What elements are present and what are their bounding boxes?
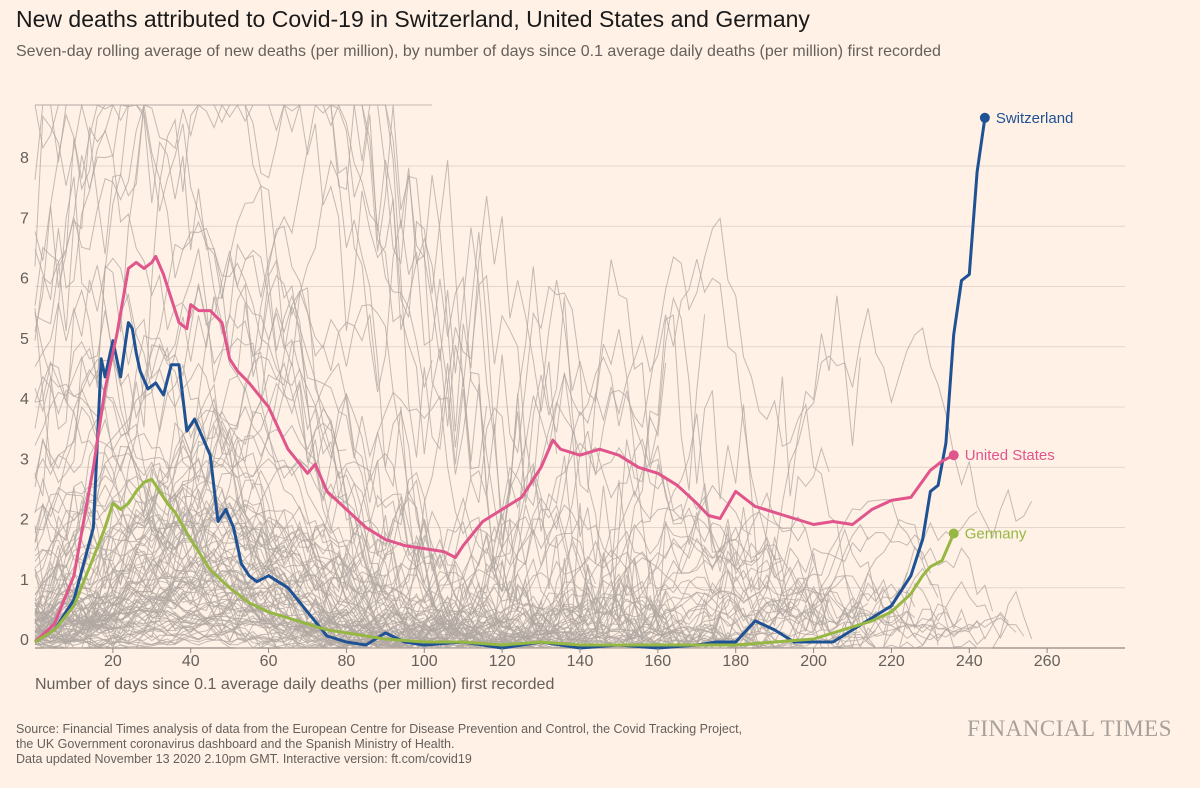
series-label: Germany bbox=[965, 526, 1027, 543]
country-line bbox=[34, 405, 916, 650]
country-line bbox=[34, 592, 682, 649]
series-line-switzerland bbox=[34, 117, 987, 650]
x-tick-label: 160 bbox=[645, 653, 672, 670]
y-tick-label: 5 bbox=[20, 331, 29, 348]
country-line bbox=[34, 154, 425, 548]
series-end-dot bbox=[948, 528, 959, 539]
series-label: Switzerland bbox=[996, 110, 1074, 127]
x-tick-label: 140 bbox=[567, 653, 594, 670]
axis-ticks: 0 1 2 3 4 5 6 7 8 20 40 60 80 100 120 140 160 180 200 220 24… bbox=[20, 150, 1061, 670]
series-end-dot bbox=[948, 450, 959, 461]
country-line bbox=[34, 483, 464, 625]
country-line bbox=[34, 556, 783, 649]
x-tick-label: 20 bbox=[104, 653, 122, 670]
x-tick-label: 100 bbox=[411, 653, 438, 670]
y-tick-label: 8 bbox=[20, 150, 29, 167]
country-line bbox=[34, 387, 386, 626]
x-axis-label: Number of days since 0.1 average daily d… bbox=[35, 676, 555, 693]
series-labels: Switzerland United States Germany bbox=[948, 110, 1074, 543]
country-line bbox=[34, 225, 597, 620]
country-line bbox=[34, 104, 386, 541]
line-chart: 0 1 2 3 4 5 6 7 8 20 40 60 80 100 120 140 160 180 200 220 24… bbox=[20, 103, 1125, 670]
x-tick-label: 80 bbox=[338, 653, 356, 670]
country-line bbox=[34, 464, 417, 621]
source-line: Data updated November 13 2020 2.10pm GMT… bbox=[16, 752, 472, 766]
x-tick-label: 60 bbox=[260, 653, 278, 670]
country-line bbox=[34, 286, 1033, 650]
chart-title: New deaths attributed to Covid-19 in Swi… bbox=[16, 6, 810, 32]
country-line bbox=[34, 549, 511, 640]
country-line bbox=[34, 518, 900, 649]
country-line bbox=[34, 617, 612, 648]
country-line bbox=[34, 340, 347, 649]
y-tick-label: 7 bbox=[20, 210, 29, 227]
x-tick-label: 240 bbox=[956, 653, 983, 670]
source-line: Source: Financial Times analysis of data… bbox=[16, 722, 743, 736]
country-line bbox=[34, 546, 308, 640]
y-tick-label: 4 bbox=[20, 391, 29, 408]
x-tick-label: 260 bbox=[1034, 653, 1061, 670]
country-line bbox=[34, 358, 908, 605]
country-line bbox=[34, 495, 869, 649]
x-tick-label: 120 bbox=[489, 653, 516, 670]
country-line bbox=[34, 474, 752, 649]
y-tick-label: 3 bbox=[20, 451, 29, 468]
country-line bbox=[34, 104, 667, 567]
other-countries-lines bbox=[34, 103, 1033, 650]
y-tick-label: 6 bbox=[20, 271, 29, 288]
country-line bbox=[34, 257, 456, 625]
country-line bbox=[34, 579, 799, 647]
country-line bbox=[34, 310, 939, 649]
highlighted-series bbox=[33, 117, 987, 650]
series-end-dot bbox=[979, 112, 990, 123]
source-line: the UK Government coronavirus dashboard … bbox=[16, 737, 455, 751]
x-tick-label: 40 bbox=[182, 653, 200, 670]
country-line bbox=[34, 355, 417, 649]
series-line-germany bbox=[34, 477, 956, 647]
country-line bbox=[34, 558, 1025, 649]
series-line-united-states bbox=[33, 254, 955, 644]
country-line bbox=[34, 292, 301, 588]
y-tick-label: 0 bbox=[20, 632, 29, 649]
country-line bbox=[34, 103, 643, 649]
source-note: Source: Financial Times analysis of data… bbox=[16, 722, 742, 767]
chart-subtitle: Seven-day rolling average of new deaths … bbox=[16, 43, 941, 60]
x-tick-label: 220 bbox=[878, 653, 905, 670]
country-line bbox=[34, 524, 775, 649]
y-tick-label: 1 bbox=[20, 572, 29, 589]
ft-logo: FINANCIAL TIMES bbox=[967, 716, 1172, 741]
x-tick-label: 200 bbox=[800, 653, 827, 670]
series-label: United States bbox=[965, 447, 1055, 464]
country-line bbox=[34, 104, 760, 631]
x-tick-label: 180 bbox=[722, 653, 749, 670]
y-tick-label: 2 bbox=[20, 512, 29, 529]
country-line bbox=[34, 507, 378, 640]
country-line bbox=[34, 555, 798, 649]
